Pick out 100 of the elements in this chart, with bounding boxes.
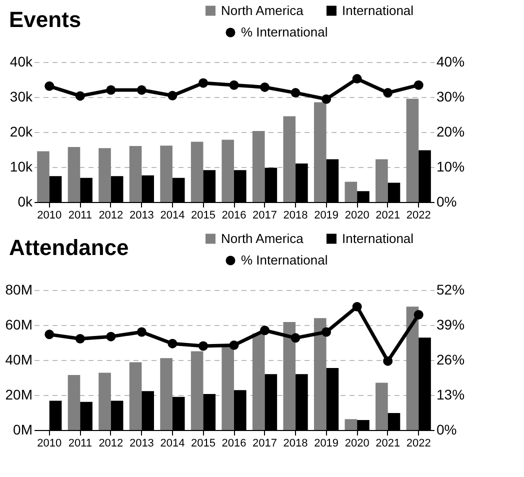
bar [376, 382, 388, 430]
x-tick-label: 2020 [344, 210, 370, 222]
y2-tick-label: 0% [436, 422, 457, 438]
point [414, 80, 424, 90]
x-tick-label: 2011 [68, 210, 92, 222]
x-tick-label: 2018 [283, 210, 308, 222]
point [383, 356, 393, 366]
x-tick-label: 2014 [160, 438, 185, 450]
bar [344, 419, 358, 430]
y-tick-label: 40k [10, 54, 34, 70]
x-tick-label: 2022 [406, 210, 431, 222]
x-tick-label: 2014 [160, 210, 185, 222]
point [75, 334, 85, 344]
bar [283, 116, 296, 202]
y2-tick-label: 26% [436, 352, 465, 368]
y2-tick-label: 52% [436, 282, 465, 298]
point [44, 330, 54, 340]
bar [160, 146, 172, 202]
point [290, 333, 300, 343]
point [106, 85, 116, 95]
x-tick-label: 2015 [190, 210, 216, 222]
bar [376, 159, 388, 202]
y-tick-label: 0M [13, 422, 32, 438]
point [198, 78, 208, 88]
point [414, 310, 424, 320]
point [44, 81, 54, 91]
x-tick-label: 2011 [68, 438, 92, 450]
y-tick-label: 0k [18, 194, 34, 210]
legend-label: % International [241, 24, 328, 40]
legend-label: International [342, 230, 414, 246]
point [136, 327, 146, 337]
x-tick-label: 2019 [314, 438, 339, 450]
point [383, 88, 393, 98]
y-tick-label: 60M [5, 316, 32, 332]
y-tick-label: 40M [5, 352, 32, 368]
x-tick-label: 2016 [222, 210, 246, 222]
bar [129, 362, 142, 430]
legend-label: International [342, 2, 414, 18]
x-tick-label: 2010 [37, 438, 62, 450]
bar [314, 102, 326, 202]
point [198, 341, 208, 351]
point [290, 88, 300, 98]
point [136, 85, 146, 95]
x-tick-label: 2015 [190, 438, 216, 450]
bar [160, 358, 172, 430]
bar [68, 375, 80, 430]
bar [190, 142, 204, 202]
y-tick-label: 80M [5, 282, 32, 298]
bar [406, 98, 419, 202]
y2-tick-label: 0% [436, 194, 457, 210]
x-tick-label: 2018 [283, 438, 308, 450]
bar [252, 333, 265, 430]
x-tick-label: 2013 [129, 438, 154, 450]
point [322, 94, 332, 104]
point [229, 80, 239, 90]
y-tick-label: 10k [10, 158, 34, 174]
point [322, 327, 332, 337]
x-tick-label: 2022 [406, 438, 431, 450]
bar [283, 322, 296, 430]
y-tick-label: 30k [10, 88, 34, 104]
y2-tick-label: 40% [436, 54, 465, 70]
bar [129, 146, 142, 202]
x-tick-label: 2010 [37, 210, 62, 222]
bar [98, 148, 111, 202]
point [260, 82, 270, 92]
point [352, 74, 362, 84]
y2-tick-label: 30% [436, 88, 465, 104]
point [168, 338, 178, 348]
x-tick-label: 2017 [252, 210, 278, 222]
y2-tick-label: 20% [436, 124, 465, 140]
point [168, 90, 178, 100]
bar [68, 147, 80, 202]
bar [252, 130, 265, 202]
bar [190, 351, 204, 430]
x-tick-label: 2013 [129, 210, 154, 222]
x-tick-label: 2020 [344, 438, 370, 450]
point [75, 91, 85, 101]
y-tick-label: 20k [10, 124, 34, 140]
bar [222, 140, 234, 202]
point [260, 326, 270, 336]
y-tick-label: 20M [5, 386, 32, 402]
y2-tick-label: 13% [436, 386, 465, 402]
bar [406, 306, 419, 430]
legend-label: North America [221, 2, 304, 18]
x-tick-label: 2012 [98, 438, 124, 450]
x-tick-label: 2019 [314, 210, 339, 222]
chart-title: Events [9, 7, 82, 32]
y2-tick-label: 10% [436, 158, 465, 174]
x-tick-label: 2021 [376, 210, 400, 222]
legend-label: North America [221, 230, 304, 246]
bar [37, 151, 50, 202]
bar [222, 346, 234, 430]
point [229, 340, 239, 350]
bar [344, 182, 358, 202]
legend-label: % International [241, 252, 328, 268]
x-tick-label: 2021 [376, 438, 400, 450]
y2-tick-label: 39% [436, 316, 465, 332]
point [352, 302, 362, 312]
x-tick-label: 2017 [252, 438, 278, 450]
x-tick-label: 2012 [98, 210, 124, 222]
